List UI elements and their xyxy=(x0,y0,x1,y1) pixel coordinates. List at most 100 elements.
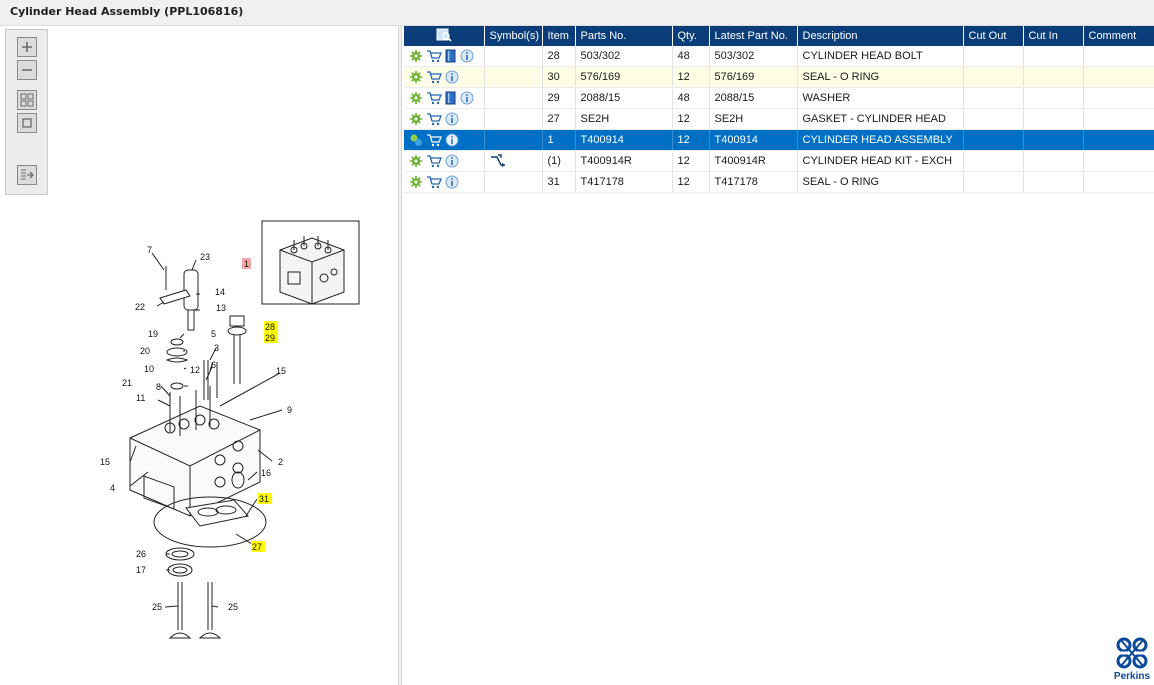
exploded-diagram: 7 23 22 14 13 19 5 20 3 10 12 6 8 21 11 … xyxy=(100,210,390,650)
callout[interactable]: 10 xyxy=(144,364,154,374)
symbol-cell xyxy=(484,87,543,109)
column-header-symbols[interactable]: Symbol(s) xyxy=(484,26,543,46)
column-header-parts-no[interactable]: Parts No. xyxy=(575,26,673,46)
table-row[interactable]: 1 T400914 12 T400914 CYLINDER HEAD ASSEMBLY xyxy=(404,129,1154,151)
zoom-in-icon[interactable] xyxy=(17,37,37,57)
callout[interactable]: 11 xyxy=(136,393,145,403)
gear-icon[interactable] xyxy=(409,175,423,189)
column-header-latest-part-no[interactable]: Latest Part No. xyxy=(709,26,798,46)
callout[interactable]: 7 xyxy=(147,245,152,255)
search-parts-icon[interactable] xyxy=(436,28,452,42)
pane-splitter[interactable] xyxy=(398,26,402,685)
callout[interactable]: 25 xyxy=(152,602,162,612)
callout[interactable]: 4 xyxy=(110,483,115,493)
gear-icon[interactable] xyxy=(409,70,423,84)
info-icon[interactable] xyxy=(445,154,459,168)
inset-callout[interactable]: 1 xyxy=(244,259,249,269)
cart-icon[interactable] xyxy=(426,70,442,84)
info-icon[interactable] xyxy=(445,133,459,147)
symbol-cell xyxy=(484,171,543,193)
book-icon[interactable] xyxy=(445,49,457,63)
callout[interactable]: 20 xyxy=(140,346,150,356)
comment-cell xyxy=(1083,46,1154,67)
item-cell: 30 xyxy=(542,66,576,88)
fit-window-icon[interactable] xyxy=(17,113,37,133)
qty-cell: 12 xyxy=(672,129,710,151)
callout[interactable]: 8 xyxy=(156,382,161,392)
row-actions xyxy=(404,87,485,109)
column-header-cut-out[interactable]: Cut Out xyxy=(963,26,1024,46)
callout[interactable]: 6 xyxy=(211,360,216,370)
column-header-item[interactable]: Item xyxy=(542,26,576,46)
table-row[interactable]: 31 T417178 12 T417178 SEAL - O RING xyxy=(404,171,1154,193)
zoom-out-icon[interactable] xyxy=(17,60,37,80)
symbol-cell xyxy=(484,129,543,151)
callout[interactable]: 2 xyxy=(278,457,283,467)
table-row[interactable]: 28 503/302 48 503/302 CYLINDER HEAD BOLT xyxy=(404,46,1154,67)
gear-icon[interactable] xyxy=(409,91,423,105)
description-cell: SEAL - O RING xyxy=(797,171,964,193)
info-icon[interactable] xyxy=(445,70,459,84)
table-row[interactable]: 30 576/169 12 576/169 SEAL - O RING xyxy=(404,66,1154,88)
cart-icon[interactable] xyxy=(426,91,442,105)
item-cell: 29 xyxy=(542,87,576,109)
title-bar: Cylinder Head Assembly (PPL106816) xyxy=(0,0,1154,26)
column-header-cut-in[interactable]: Cut In xyxy=(1023,26,1084,46)
column-header-comment[interactable]: Comment xyxy=(1083,26,1154,46)
info-icon[interactable] xyxy=(445,175,459,189)
callout[interactable]: 13 xyxy=(216,303,226,313)
description-cell: CYLINDER HEAD ASSEMBLY xyxy=(797,129,964,151)
callout-highlighted[interactable]: 27 xyxy=(252,542,262,552)
parts-list-pane: Symbol(s) Item Parts No. Qty. Latest Par… xyxy=(402,26,1154,685)
fit-all-icon[interactable] xyxy=(17,90,37,110)
gear-icon[interactable] xyxy=(409,154,423,168)
viewer-toolbox xyxy=(5,29,48,195)
callout[interactable]: 15 xyxy=(276,366,286,376)
exchange-icon[interactable] xyxy=(490,154,506,168)
callout-highlighted[interactable]: 31 xyxy=(259,494,269,504)
cart-icon[interactable] xyxy=(426,133,442,147)
gear-icon[interactable] xyxy=(409,112,423,126)
description-cell: GASKET - CYLINDER HEAD xyxy=(797,108,964,130)
cart-icon[interactable] xyxy=(426,175,442,189)
multi-part-icon[interactable] xyxy=(409,133,423,147)
callout[interactable]: 23 xyxy=(200,252,210,262)
callout[interactable]: 17 xyxy=(136,565,146,575)
info-icon[interactable] xyxy=(445,112,459,126)
callout[interactable]: 3 xyxy=(214,343,219,353)
cart-icon[interactable] xyxy=(426,49,442,63)
callout[interactable]: 16 xyxy=(261,468,271,478)
diagram-pane[interactable] xyxy=(0,26,398,685)
table-row[interactable]: (1) T400914R 12 T400914R CYLINDER HEAD KIT -… xyxy=(404,150,1154,172)
cart-icon[interactable] xyxy=(426,112,442,126)
parts-no-cell: 2088/15 xyxy=(575,87,673,109)
info-icon[interactable] xyxy=(460,91,474,105)
comment-cell xyxy=(1083,171,1154,193)
cart-icon[interactable] xyxy=(426,154,442,168)
callout[interactable]: 19 xyxy=(148,329,158,339)
gear-icon[interactable] xyxy=(409,49,423,63)
info-icon[interactable] xyxy=(460,49,474,63)
callout[interactable]: 14 xyxy=(215,287,225,297)
column-header-description[interactable]: Description xyxy=(797,26,964,46)
callout[interactable]: 15 xyxy=(100,457,110,467)
table-row[interactable]: 27 SE2H 12 SE2H GASKET - CYLINDER HEAD xyxy=(404,108,1154,130)
callout[interactable]: 26 xyxy=(136,549,146,559)
comment-cell xyxy=(1083,150,1154,172)
callout-highlighted[interactable]: 29 xyxy=(265,333,275,343)
column-header-qty[interactable]: Qty. xyxy=(672,26,710,46)
callout[interactable]: 9 xyxy=(287,405,292,415)
callout[interactable]: 22 xyxy=(135,302,145,312)
callout[interactable]: 21 xyxy=(122,378,132,388)
book-icon[interactable] xyxy=(445,91,457,105)
cut-out-cell xyxy=(963,171,1024,193)
item-cell: 31 xyxy=(542,171,576,193)
comment-cell xyxy=(1083,129,1154,151)
callout[interactable]: 5 xyxy=(211,329,216,339)
callout-highlighted[interactable]: 28 xyxy=(265,322,275,332)
table-row[interactable]: 29 2088/15 48 2088/15 WASHER xyxy=(404,87,1154,109)
callout[interactable]: 25 xyxy=(228,602,238,612)
callout[interactable]: 12 xyxy=(190,365,200,375)
column-header-actions[interactable] xyxy=(404,26,485,46)
export-icon[interactable] xyxy=(17,165,37,185)
